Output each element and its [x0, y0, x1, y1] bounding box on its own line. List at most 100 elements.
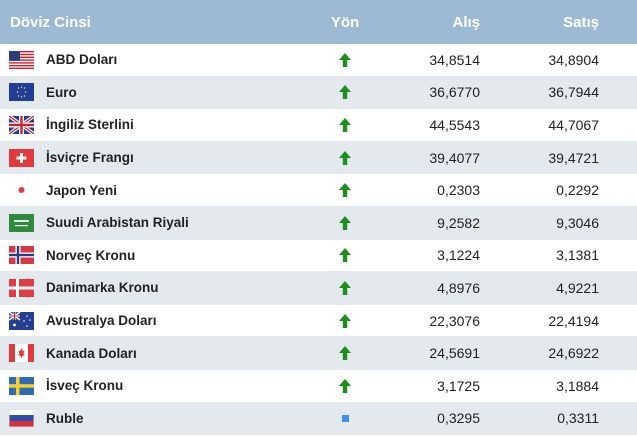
table-header: Döviz Cinsi Yön Alış Satış — [0, 0, 637, 44]
neutral-square-icon — [341, 414, 349, 422]
up-arrow-icon — [338, 52, 352, 68]
ru-flag-icon — [9, 409, 34, 428]
sell-value: 3,1884 — [556, 377, 599, 394]
sell-value: 24,6922 — [548, 345, 599, 362]
direction-cell — [300, 84, 390, 100]
dk-flag-icon — [9, 278, 34, 297]
currency-name[interactable]: Norveç Kronu — [46, 247, 136, 263]
buy-value: 9,2582 — [437, 214, 480, 231]
buy-value: 34,8514 — [429, 51, 480, 68]
uk-flag-icon — [9, 115, 34, 134]
currency-cell: Kanada Doları — [0, 344, 300, 363]
us-flag-icon — [9, 50, 34, 69]
currency-cell: Avustralya Doları — [0, 311, 300, 330]
sell-value: 9,3046 — [556, 214, 599, 231]
ca-flag-icon — [9, 344, 34, 363]
currency-cell: Japon Yeni — [0, 181, 300, 200]
sell-value: 34,8904 — [548, 51, 599, 68]
currency-cell: Danimarka Kronu — [0, 278, 300, 297]
currency-name[interactable]: İsviçre Frangı — [46, 150, 134, 166]
sell-value: 0,3311 — [557, 410, 599, 427]
table-row[interactable]: Kanada Doları 24,5691 24,6922 — [0, 337, 637, 370]
up-arrow-icon — [338, 215, 352, 231]
up-arrow-icon — [338, 182, 352, 198]
eu-flag-icon — [9, 83, 34, 102]
table-row[interactable]: İngiliz Sterlini 44,5543 44,7067 — [0, 109, 637, 142]
direction-cell — [300, 117, 390, 133]
currency-name[interactable]: Danimarka Kronu — [46, 280, 159, 296]
header-buy[interactable]: Alış — [452, 13, 480, 31]
currency-name[interactable]: Euro — [46, 84, 77, 100]
table-row[interactable]: İsviçre Frangı 39,4077 39,4721 — [0, 141, 637, 175]
currency-cell: ABD Doları — [0, 50, 300, 69]
direction-cell — [300, 215, 390, 231]
direction-cell — [300, 247, 390, 263]
currency-name[interactable]: İngiliz Sterlini — [46, 117, 134, 133]
currency-cell: Suudi Arabistan Riyali — [0, 213, 300, 232]
sell-value: 36,7944 — [548, 84, 599, 101]
currency-cell: İngiliz Sterlini — [0, 115, 300, 134]
currency-cell: İsveç Kronu — [0, 376, 300, 395]
currency-name[interactable]: İsveç Kronu — [46, 378, 124, 394]
direction-cell — [300, 414, 390, 422]
currency-name[interactable]: Suudi Arabistan Riyali — [46, 215, 189, 231]
header-direction[interactable]: Yön — [330, 13, 360, 31]
currency-cell: Euro — [0, 83, 300, 102]
table-body: ABD Doları 34,8514 34,8904 Euro 36,6770 36,79… — [0, 44, 637, 436]
no-flag-icon — [9, 246, 34, 265]
table-row[interactable]: Avustralya Doları 22,3076 22,4194 — [0, 305, 637, 338]
up-arrow-icon — [338, 280, 352, 296]
direction-cell — [300, 378, 390, 394]
direction-cell — [300, 150, 390, 166]
sell-value: 4,9221 — [556, 279, 599, 296]
up-arrow-icon — [338, 117, 352, 133]
header-currency[interactable]: Döviz Cinsi — [10, 13, 91, 31]
table-row[interactable]: Danimarka Kronu 4,8976 4,9221 — [0, 272, 637, 305]
buy-value: 3,1224 — [437, 247, 480, 264]
currency-cell: Norveç Kronu — [0, 246, 300, 265]
direction-cell — [300, 52, 390, 68]
sell-value: 3,1381 — [556, 247, 599, 264]
currency-name[interactable]: Kanada Doları — [46, 345, 137, 361]
direction-cell — [300, 345, 390, 361]
up-arrow-icon — [338, 345, 352, 361]
up-arrow-icon — [338, 84, 352, 100]
table-row[interactable]: Suudi Arabistan Riyali 9,2582 9,3046 — [0, 206, 637, 240]
currency-cell: İsviçre Frangı — [0, 148, 300, 167]
currency-cell: Ruble — [0, 409, 300, 428]
sell-value: 22,4194 — [548, 312, 599, 329]
buy-value: 24,5691 — [429, 345, 480, 362]
sell-value: 39,4721 — [548, 149, 599, 166]
sell-value: 44,7067 — [548, 116, 599, 133]
buy-value: 22,3076 — [429, 312, 480, 329]
currency-name[interactable]: Ruble — [46, 410, 84, 426]
buy-value: 4,8976 — [437, 279, 480, 296]
ch-flag-icon — [9, 148, 34, 167]
buy-value: 44,5543 — [429, 116, 480, 133]
up-arrow-icon — [338, 313, 352, 329]
table-row[interactable]: Japon Yeni 0,2303 0,2292 — [0, 174, 637, 207]
currency-name[interactable]: Japon Yeni — [46, 182, 118, 198]
up-arrow-icon — [338, 150, 352, 166]
table-row[interactable]: İsveç Kronu 3,1725 3,1884 — [0, 370, 637, 403]
sell-value: 0,2292 — [556, 182, 599, 199]
buy-value: 39,4077 — [429, 149, 480, 166]
table-row[interactable]: Norveç Kronu 3,1224 3,1381 — [0, 240, 637, 273]
up-arrow-icon — [338, 247, 352, 263]
jp-flag-icon — [9, 181, 34, 200]
currency-name[interactable]: ABD Doları — [46, 52, 118, 68]
buy-value: 36,6770 — [429, 84, 480, 101]
header-sell[interactable]: Satış — [563, 13, 599, 31]
table-row[interactable]: Ruble 0,3295 0,3311 — [0, 402, 637, 436]
se-flag-icon — [9, 376, 34, 395]
buy-value: 3,1725 — [437, 377, 480, 394]
table-row[interactable]: Euro 36,6770 36,7944 — [0, 76, 637, 110]
buy-value: 0,2303 — [437, 182, 480, 199]
direction-cell — [300, 182, 390, 198]
au-flag-icon — [9, 311, 34, 330]
currency-name[interactable]: Avustralya Doları — [46, 313, 157, 329]
up-arrow-icon — [338, 378, 352, 394]
sa-flag-icon — [9, 213, 34, 232]
table-row[interactable]: ABD Doları 34,8514 34,8904 — [0, 44, 637, 77]
